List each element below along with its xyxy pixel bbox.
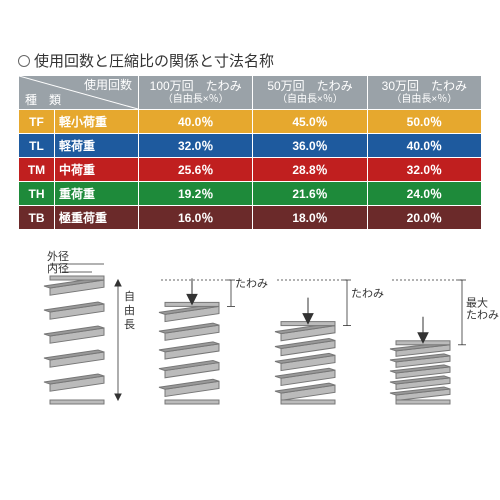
row-v3: 24.0％: [367, 182, 481, 206]
row-code: TL: [19, 134, 55, 158]
row-v1: 32.0％: [139, 134, 253, 158]
row-v1: 16.0％: [139, 206, 253, 230]
label-od: 外径: [47, 250, 69, 263]
bullet-icon: [18, 55, 30, 67]
label-id: 内径: [47, 261, 69, 275]
label-deflection: 最大: [466, 295, 488, 309]
row-v2: 36.0％: [253, 134, 367, 158]
spring-diagram-2: たわみ: [253, 248, 363, 418]
diagram-area: 外径内径自由長 たわみ たわみ 最大たわみ: [18, 248, 482, 418]
row-v1: 19.2％: [139, 182, 253, 206]
label-free-len: 自: [124, 290, 135, 303]
header-col-0-l1: 100万回 たわみ: [150, 79, 242, 93]
row-code: TB: [19, 206, 55, 230]
table-row: TH重荷重19.2％21.6％24.0％: [19, 182, 482, 206]
row-v3: 32.0％: [367, 158, 481, 182]
row-v2: 45.0％: [253, 110, 367, 134]
spring-diagram-3: 最大たわみ: [368, 248, 478, 418]
table-row: TB極重荷重16.0％18.0％20.0％: [19, 206, 482, 230]
row-name: 重荷重: [55, 182, 139, 206]
spring-diagram-1: たわみ: [137, 248, 247, 418]
row-v2: 21.6％: [253, 182, 367, 206]
row-v2: 18.0％: [253, 206, 367, 230]
header-col-1: 50万回 たわみ （自由長×％）: [253, 76, 367, 110]
row-code: TM: [19, 158, 55, 182]
header-type: 使用回数 種 類: [19, 76, 139, 110]
header-col-2-l1: 30万回 たわみ: [382, 79, 467, 93]
table-row: TM中荷重25.6％28.8％32.0％: [19, 158, 482, 182]
page-title: 使用回数と圧縮比の関係と寸法名称: [34, 50, 274, 71]
spring-diagram-0: 外径内径自由長: [22, 248, 132, 418]
row-name: 軽荷重: [55, 134, 139, 158]
table-row: TF軽小荷重40.0％45.0％50.0％: [19, 110, 482, 134]
header-col-0: 100万回 たわみ （自由長×％）: [139, 76, 253, 110]
header-col-2-l2: （自由長×％）: [372, 94, 477, 106]
row-v2: 28.8％: [253, 158, 367, 182]
row-v1: 25.6％: [139, 158, 253, 182]
label-free-len: 長: [124, 318, 135, 331]
row-name: 軽小荷重: [55, 110, 139, 134]
label-free-len: 由: [124, 303, 135, 317]
row-v3: 50.0％: [367, 110, 481, 134]
row-name: 極重荷重: [55, 206, 139, 230]
row-code: TH: [19, 182, 55, 206]
row-name: 中荷重: [55, 158, 139, 182]
row-v3: 20.0％: [367, 206, 481, 230]
label-deflection: たわみ: [466, 308, 499, 321]
row-code: TF: [19, 110, 55, 134]
table-row: TL軽荷重32.0％36.0％40.0％: [19, 134, 482, 158]
spec-table: 使用回数 種 類 100万回 たわみ （自由長×％） 50万回 たわみ （自由長…: [18, 75, 482, 230]
row-v1: 40.0％: [139, 110, 253, 134]
row-v3: 40.0％: [367, 134, 481, 158]
header-col-2: 30万回 たわみ （自由長×％）: [367, 76, 481, 110]
header-col-0-l2: （自由長×％）: [143, 94, 248, 106]
header-col-1-l1: 50万回 たわみ: [267, 79, 352, 93]
title-row: 使用回数と圧縮比の関係と寸法名称: [18, 50, 482, 71]
header-col-1-l2: （自由長×％）: [257, 94, 362, 106]
